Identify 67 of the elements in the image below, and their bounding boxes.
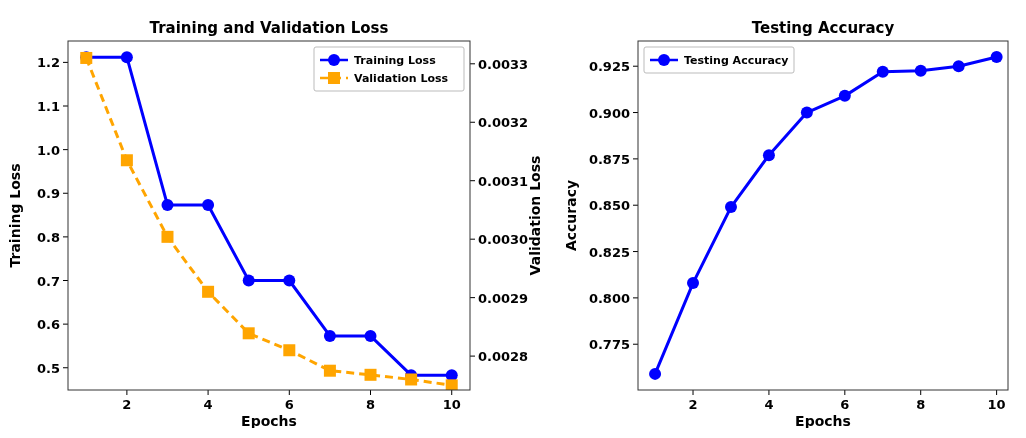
point — [202, 199, 215, 212]
point — [364, 329, 377, 342]
x-tick-label: 6 — [840, 397, 850, 412]
point — [161, 230, 174, 243]
y-tick-label: 1.0 — [36, 142, 60, 158]
y-tick-label: 0.9 — [36, 186, 60, 202]
point — [242, 274, 255, 287]
point — [202, 285, 215, 298]
y-tick-label: 0.925 — [588, 59, 630, 75]
x-tick-label: 10 — [987, 397, 1006, 412]
point — [120, 51, 133, 64]
y-axis-title: Training Loss — [7, 163, 23, 268]
x-axis-title: Epochs — [795, 413, 851, 429]
point — [364, 368, 377, 381]
point — [242, 327, 255, 340]
point — [323, 364, 336, 377]
y-tick-label: 0.5 — [36, 360, 60, 376]
chart-title: Testing Accuracy — [751, 19, 895, 37]
y-tick-label: 0.825 — [588, 244, 630, 260]
point — [120, 154, 133, 167]
y-tick-label: 0.850 — [588, 198, 630, 214]
y-tick-label: 0.875 — [588, 151, 630, 167]
point — [762, 149, 775, 162]
point — [649, 367, 662, 380]
x-tick-label: 2 — [122, 397, 132, 412]
point — [838, 89, 851, 102]
x-axis-title: Epochs — [241, 413, 297, 429]
y2-tick-label: 0.0030 — [478, 232, 529, 248]
y-axis-title: Accuracy — [563, 179, 579, 252]
x-tick-label: 6 — [284, 397, 294, 412]
point — [990, 50, 1003, 63]
point — [283, 274, 296, 287]
y-tick-label: 0.6 — [36, 317, 60, 333]
y2-tick-label: 0.0028 — [478, 349, 529, 365]
point — [323, 329, 336, 342]
x-tick-label: 8 — [365, 397, 376, 412]
point — [952, 60, 965, 73]
point — [876, 65, 889, 78]
point — [800, 106, 813, 119]
y-tick-label: 0.775 — [588, 337, 630, 353]
y-tick-label: 0.900 — [588, 105, 630, 121]
y-tick-label: 0.8 — [36, 229, 60, 245]
point — [445, 379, 458, 390]
point — [161, 199, 174, 212]
y2-axis-title: Validation Loss — [527, 155, 543, 276]
legend-label: Testing Accuracy — [684, 54, 789, 67]
point — [914, 64, 927, 77]
y2-tick-label: 0.0032 — [478, 115, 529, 131]
y2-tick-label: 0.0033 — [478, 56, 529, 72]
x-tick-label: 2 — [688, 397, 698, 412]
x-tick-label: 4 — [203, 397, 213, 412]
legend-label: Training Loss — [354, 54, 437, 67]
y2-tick-label: 0.0029 — [478, 290, 529, 306]
point — [687, 277, 700, 290]
y-tick-label: 1.1 — [36, 99, 60, 114]
y2-tick-label: 0.0031 — [478, 173, 529, 189]
x-tick-label: 10 — [442, 397, 461, 412]
point — [283, 344, 296, 357]
point — [405, 373, 418, 386]
y-tick-label: 0.800 — [588, 290, 630, 306]
chart-title: Training and Validation Loss — [149, 19, 389, 37]
legend-label: Validation Loss — [354, 72, 449, 85]
x-tick-label: 4 — [764, 397, 774, 412]
point — [724, 201, 737, 214]
y-tick-label: 0.7 — [36, 273, 60, 289]
x-tick-label: 8 — [916, 397, 926, 412]
y-tick-label: 1.2 — [36, 55, 60, 71]
